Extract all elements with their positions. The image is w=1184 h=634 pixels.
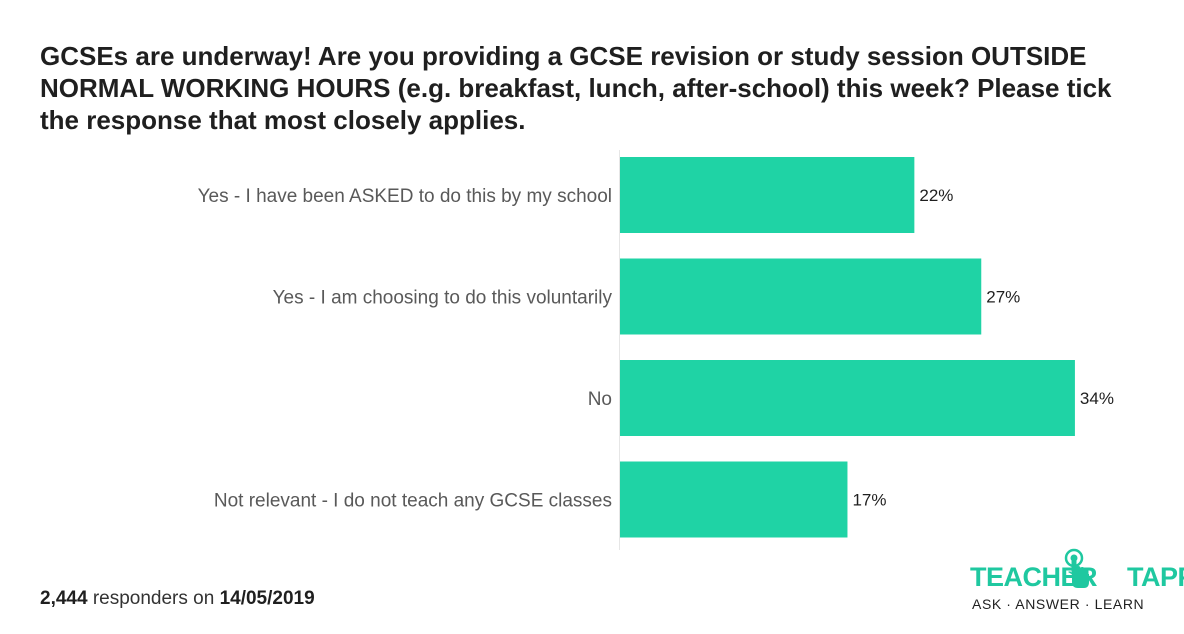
logo-wordmark: TEACHERTAPP <box>970 562 1184 592</box>
responders-text: responders on <box>87 588 220 609</box>
value-label-3: 34% <box>1080 389 1114 408</box>
responders-count: 2,444 <box>40 588 88 609</box>
category-label-4: Not relevant - I do not teach any GCSE c… <box>214 491 612 512</box>
survey-date: 14/05/2019 <box>219 588 315 609</box>
bar-1 <box>620 157 915 233</box>
logo-tagline: ASK · ANSWER · LEARN <box>972 596 1145 612</box>
bar-3 <box>620 360 1075 436</box>
bar-4 <box>620 461 848 538</box>
value-label-2: 27% <box>986 288 1020 307</box>
tapping-hand-icon <box>1064 548 1089 588</box>
footer-responders: 2,444 responders on 14/05/2019 <box>40 588 315 610</box>
bar-2 <box>620 258 982 335</box>
category-label-2: Yes - I am choosing to do this voluntari… <box>273 288 613 309</box>
bars-group: Yes - I have been ASKED to do this by my… <box>198 157 1114 538</box>
logo-word-tapp: TAPP <box>1127 562 1184 592</box>
chart-title: GCSEs are underway! Are you providing a … <box>40 41 1112 135</box>
value-label-1: 22% <box>919 186 953 205</box>
value-label-4: 17% <box>852 491 886 510</box>
category-label-1: Yes - I have been ASKED to do this by my… <box>198 186 612 207</box>
teacher-tapp-logo: TEACHERTAPP ASK · ANSWER · LEARN <box>970 548 1184 614</box>
category-label-3: No <box>588 389 612 410</box>
